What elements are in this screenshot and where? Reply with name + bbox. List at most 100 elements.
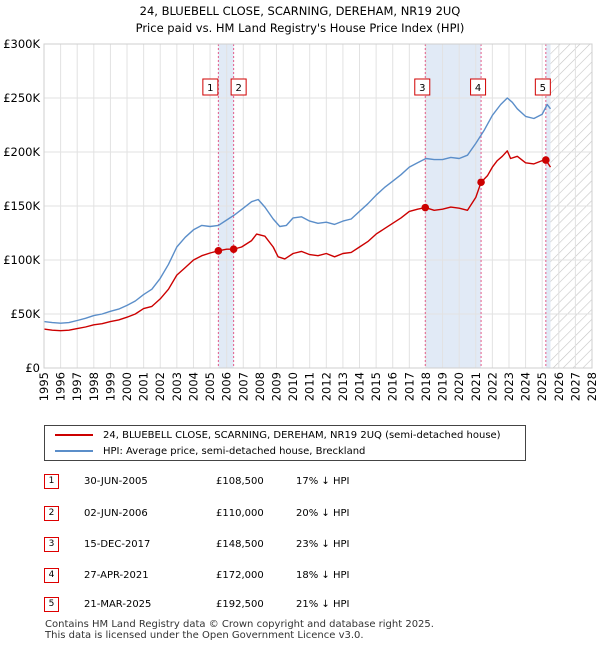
x-tick-label: 1995 (37, 372, 51, 401)
sale-marker-box: 5 (534, 78, 551, 96)
x-tick-label: 2005 (203, 372, 217, 401)
x-tick-label: 2028 (585, 372, 599, 401)
x-tick-label: 2003 (170, 372, 184, 401)
x-tick-label: 2018 (419, 372, 433, 401)
transaction-row: 3 15-DEC-2017 £148,500 23% ↓ HPI (44, 537, 544, 553)
legend-price-label: 24, BLUEBELL CLOSE, SCARNING, DEREHAM, N… (103, 430, 501, 441)
sale-point (477, 178, 485, 187)
x-tick-label: 2027 (568, 372, 582, 401)
transaction-date: 15-DEC-2017 (84, 539, 151, 550)
footer-line-2: This data is licensed under the Open Gov… (45, 629, 364, 641)
x-tick-label: 2004 (186, 372, 200, 401)
transaction-price: £148,500 (216, 539, 264, 550)
sale-point (421, 203, 430, 212)
x-tick-label: 2010 (286, 372, 300, 401)
x-tick-label: 2009 (269, 372, 283, 401)
y-tick-label: £150K (3, 199, 40, 213)
price-paid-line (44, 150, 552, 332)
price-chart: 1 2 3 4 5 £0 £50K £100K £150K £200K £250K £300K 1995… (3, 37, 599, 401)
transaction-date: 21-MAR-2025 (84, 599, 152, 610)
x-tick-label: 2000 (120, 372, 134, 401)
x-tick-label: 2017 (402, 372, 416, 401)
transaction-price: £192,500 (216, 599, 264, 610)
transaction-price: £108,500 (216, 476, 264, 487)
x-tick-label: 2024 (519, 372, 533, 401)
transaction-badge: 2 (44, 506, 59, 521)
chart-title-block: 24, BLUEBELL CLOSE, SCARNING, DEREHAM, N… (0, 3, 600, 37)
footer-notice: Contains HM Land Registry data © Crown c… (45, 619, 434, 641)
x-tick-label: 2002 (153, 372, 167, 401)
transaction-hpi-diff: 20% ↓ HPI (296, 508, 350, 519)
y-tick-label: £300K (3, 37, 40, 51)
sale-marker-label: 1 (207, 83, 213, 94)
x-tick-label: 2011 (303, 372, 317, 401)
sale-marker-box-frame (534, 78, 551, 96)
sale-marker-label: 4 (475, 83, 481, 94)
transaction-badge: 5 (44, 597, 59, 612)
x-tick-label: 2021 (469, 372, 483, 401)
sale-marker-box: 2 (230, 78, 247, 96)
sale-point (542, 156, 550, 164)
transaction-row: 5 21-MAR-2025 £192,500 21% ↓ HPI (44, 597, 544, 613)
sale-marker-box-frame (414, 78, 431, 96)
sale-marker-box-frame (230, 78, 247, 96)
x-tick-label: 2014 (353, 372, 367, 401)
x-tick-label: 2026 (552, 372, 566, 401)
transaction-price: £172,000 (216, 570, 264, 581)
transaction-price: £110,000 (216, 508, 264, 519)
footer-line-1: Contains HM Land Registry data © Crown c… (45, 619, 434, 630)
y-tick-label: £200K (3, 145, 40, 159)
sale-marker-box-frame (470, 78, 487, 96)
sale-marker-box: 1 (202, 78, 219, 96)
chart-legend: 24, BLUEBELL CLOSE, SCARNING, DEREHAM, N… (44, 425, 526, 461)
transaction-hpi-diff: 23% ↓ HPI (296, 539, 350, 550)
x-tick-label: 2023 (502, 372, 516, 401)
legend-price-entry: 24, BLUEBELL CLOSE, SCARNING, DEREHAM, N… (55, 428, 501, 444)
transaction-date: 02-JUN-2006 (84, 508, 148, 519)
sale-marker-label: 3 (419, 83, 425, 94)
plot-frame (43, 43, 593, 369)
transaction-date: 30-JUN-2005 (84, 476, 148, 487)
x-tick-label: 1999 (103, 372, 117, 401)
x-tick-label: 2012 (319, 372, 333, 401)
transaction-badge: 1 (44, 474, 59, 489)
x-tick-label: 2016 (386, 372, 400, 401)
transaction-badge: 4 (44, 568, 59, 583)
x-tick-label: 2006 (220, 372, 234, 401)
transaction-hpi-diff: 21% ↓ HPI (296, 599, 350, 610)
transaction-badge: 3 (44, 537, 59, 552)
y-tick-label: £250K (3, 91, 40, 105)
chart-subtitle: Price paid vs. HM Land Registry's House … (135, 21, 465, 35)
sale-marker-box: 4 (470, 78, 487, 96)
x-tick-label: 1996 (54, 372, 68, 401)
transaction-row: 4 27-APR-2021 £172,000 18% ↓ HPI (44, 568, 544, 584)
transaction-date: 27-APR-2021 (84, 570, 149, 581)
x-tick-label: 2001 (137, 372, 151, 401)
sale-marker-box-frame (202, 78, 219, 96)
x-tick-label: 2008 (253, 372, 267, 401)
x-tick-label: 1998 (87, 372, 101, 401)
legend-price-swatch (55, 434, 93, 436)
x-tick-label: 2015 (369, 372, 383, 401)
sale-point (214, 247, 223, 255)
legend-hpi-swatch (55, 450, 93, 452)
x-tick-label: 2007 (236, 372, 250, 401)
y-tick-label: £100K (3, 253, 40, 267)
transaction-hpi-diff: 17% ↓ HPI (296, 476, 350, 487)
x-tick-label: 2022 (485, 372, 499, 401)
legend-hpi-entry: HPI: Average price, semi-detached house,… (55, 444, 365, 460)
y-tick-label: £0 (25, 361, 40, 375)
sale-marker-label: 5 (540, 83, 546, 94)
hpi-line (44, 97, 552, 324)
sale-marker-label: 2 (235, 83, 241, 94)
x-tick-label: 2025 (535, 372, 549, 401)
x-tick-label: 2020 (452, 372, 466, 401)
chart-title: 24, BLUEBELL CLOSE, SCARNING, DEREHAM, N… (139, 4, 461, 18)
transaction-row: 2 02-JUN-2006 £110,000 20% ↓ HPI (44, 506, 544, 522)
transaction-hpi-diff: 18% ↓ HPI (296, 570, 350, 581)
sale-marker-box: 3 (414, 78, 431, 96)
y-tick-label: £50K (11, 307, 41, 321)
x-tick-label: 1997 (70, 372, 84, 401)
legend-hpi-label: HPI: Average price, semi-detached house,… (103, 446, 366, 457)
x-tick-label: 2019 (436, 372, 450, 401)
